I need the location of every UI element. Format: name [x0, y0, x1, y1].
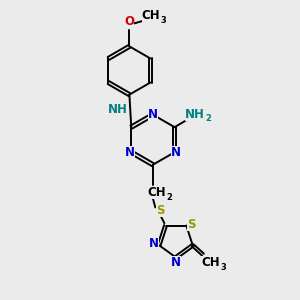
Text: N: N [149, 237, 159, 250]
Text: CH: CH [147, 186, 166, 199]
Text: 2: 2 [206, 114, 212, 123]
Text: O: O [124, 15, 134, 28]
Text: 3: 3 [220, 262, 226, 272]
Text: N: N [125, 146, 135, 159]
Text: S: S [187, 218, 196, 230]
Text: N: N [171, 146, 181, 159]
Text: 3: 3 [161, 16, 167, 25]
Text: N: N [148, 108, 158, 121]
Text: NH: NH [185, 108, 205, 121]
Text: S: S [156, 204, 165, 217]
Text: 2: 2 [166, 193, 172, 202]
Text: N: N [171, 256, 181, 269]
Text: CH: CH [201, 256, 220, 269]
Text: CH: CH [142, 9, 161, 22]
Text: NH: NH [108, 103, 127, 116]
